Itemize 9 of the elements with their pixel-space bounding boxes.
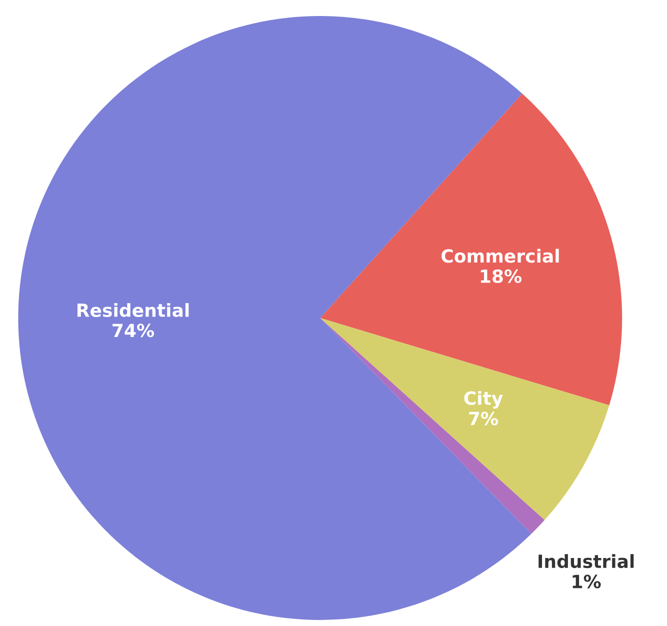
slice-label: Commercial bbox=[442, 248, 559, 263]
slice-label: City bbox=[464, 390, 503, 409]
data-label: 74% bbox=[112, 324, 154, 338]
data-label: 7% bbox=[469, 412, 498, 426]
slice-label: Industrial bbox=[538, 554, 634, 568]
data-label: 18% bbox=[480, 269, 522, 284]
data-label: 1% bbox=[572, 574, 601, 588]
slice-label: Residential bbox=[78, 303, 189, 318]
pie-slice bbox=[320, 318, 610, 520]
